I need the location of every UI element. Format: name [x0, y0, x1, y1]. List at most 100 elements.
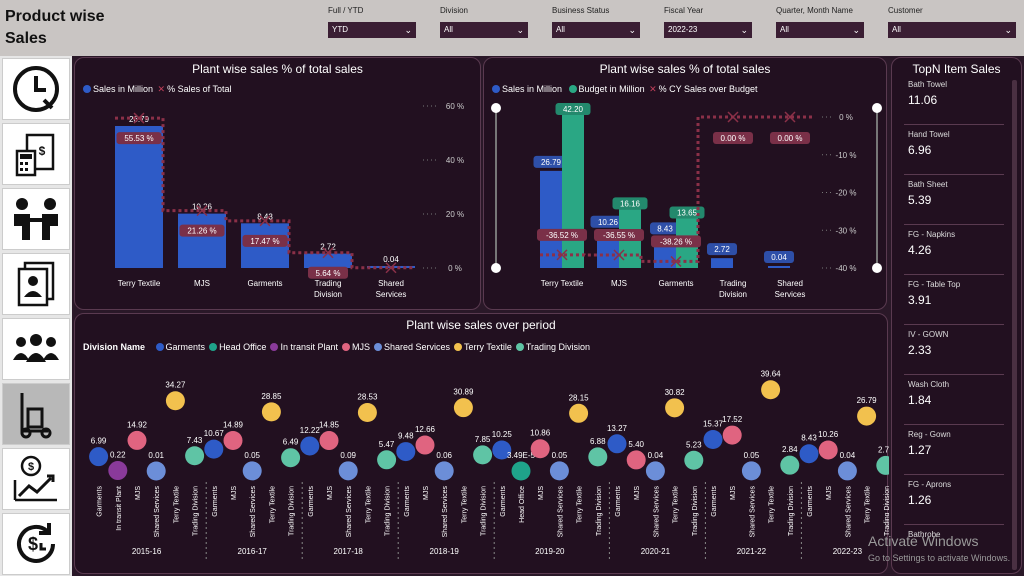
- nav-clock[interactable]: [2, 58, 70, 120]
- nav-employees[interactable]: [2, 253, 70, 315]
- topn-item-name: Hand Towel: [908, 130, 950, 139]
- bar-sales[interactable]: [115, 126, 163, 268]
- chevron-down-icon: ⌄: [516, 22, 524, 38]
- filter-customer-dropdown[interactable]: All ⌄: [888, 22, 1016, 38]
- filter-business-status-dropdown[interactable]: All ⌄: [552, 22, 640, 38]
- scatter-point[interactable]: [339, 461, 358, 480]
- scatter-point[interactable]: [224, 431, 243, 450]
- scatter-point[interactable]: [185, 446, 204, 465]
- left-slider-handle-bottom[interactable]: [491, 263, 501, 273]
- point-value-label: 17.52: [722, 415, 743, 424]
- bar-sales[interactable]: [768, 266, 790, 268]
- topn-scrollbar[interactable]: [1012, 80, 1017, 570]
- nav-invoice[interactable]: $: [2, 123, 70, 185]
- scatter-point[interactable]: [166, 391, 185, 410]
- topn-item-value: 4.26: [908, 243, 955, 257]
- division-tick-label: Trading Division: [193, 486, 200, 536]
- scatter-point[interactable]: [358, 403, 377, 422]
- chevron-down-icon: ⌄: [1004, 22, 1012, 38]
- scatter-point[interactable]: [608, 434, 627, 453]
- nav-handshake[interactable]: [2, 188, 70, 250]
- right-axis-tick: 0 %: [839, 113, 853, 122]
- scatter-point[interactable]: [819, 440, 838, 459]
- scatter-point[interactable]: [262, 402, 281, 421]
- topn-item[interactable]: Wash Cloth 1.84: [908, 380, 949, 407]
- topn-item-name: Wash Cloth: [908, 380, 949, 389]
- scatter-point[interactable]: [646, 461, 665, 480]
- watermark-subtitle: Go to Settings to activate Windows.: [868, 553, 1010, 563]
- nav-sales-growth[interactable]: $: [2, 448, 70, 510]
- scatter-point[interactable]: [531, 439, 550, 458]
- topn-item[interactable]: FG - Aprons 1.26: [908, 480, 951, 507]
- topn-separator: [904, 124, 1004, 125]
- scatter-point[interactable]: [742, 461, 761, 480]
- topn-item[interactable]: Hand Towel 6.96: [908, 130, 950, 157]
- scatter-point[interactable]: [300, 436, 319, 455]
- topn-item[interactable]: Bath Towel 11.06: [908, 80, 947, 107]
- scatter-point[interactable]: [435, 461, 454, 480]
- topn-item[interactable]: FG - Table Top 3.91: [908, 280, 960, 307]
- scatter-point[interactable]: [588, 447, 607, 466]
- right-slider-handle-top[interactable]: [872, 103, 882, 113]
- topn-item[interactable]: IV - GOWN 2.33: [908, 330, 948, 357]
- scatter-point[interactable]: [857, 407, 876, 426]
- scatter-point[interactable]: [128, 431, 147, 450]
- topn-separator: [904, 424, 1004, 425]
- scatter-point[interactable]: [396, 442, 415, 461]
- bar-sales[interactable]: [711, 258, 733, 268]
- right-slider-handle-bottom[interactable]: [872, 263, 882, 273]
- bar-sales[interactable]: [304, 254, 352, 268]
- scatter-point[interactable]: [512, 461, 531, 480]
- scatter-point[interactable]: [416, 436, 435, 455]
- bar-budget[interactable]: [562, 115, 584, 268]
- svg-text:$: $: [39, 144, 46, 158]
- scatter-point[interactable]: [838, 461, 857, 480]
- sales-value-label: 8.43: [657, 224, 673, 233]
- scatter-point[interactable]: [627, 450, 646, 469]
- bar-sales[interactable]: [178, 214, 226, 268]
- scatter-point[interactable]: [665, 398, 684, 417]
- left-slider-handle-top[interactable]: [491, 103, 501, 113]
- scatter-point[interactable]: [780, 456, 799, 475]
- scatter-point[interactable]: [761, 380, 780, 399]
- division-tick-label: MJS: [634, 486, 641, 500]
- nav-team[interactable]: [2, 318, 70, 380]
- scatter-point[interactable]: [550, 461, 569, 480]
- employee-directory-icon: [13, 259, 59, 309]
- nav-payment-cycle[interactable]: $: [2, 513, 70, 575]
- scatter-point[interactable]: [281, 448, 300, 467]
- scatter-point[interactable]: [876, 456, 889, 475]
- scatter-point[interactable]: [108, 461, 127, 480]
- point-value-label: 28.15: [569, 393, 590, 402]
- filter-division: Division All ⌄: [440, 5, 528, 38]
- scatter-point[interactable]: [569, 404, 588, 423]
- filter-fiscal-year-dropdown[interactable]: 2022-23 ⌄: [664, 22, 752, 38]
- division-tick-label: Garments: [404, 486, 411, 517]
- filter-full-ytd-dropdown[interactable]: YTD ⌄: [328, 22, 416, 38]
- scatter-point[interactable]: [243, 461, 262, 480]
- scatter-point[interactable]: [684, 451, 703, 470]
- filter-quarter-month-dropdown[interactable]: All ⌄: [776, 22, 864, 38]
- scatter-point[interactable]: [320, 431, 339, 450]
- scatter-point[interactable]: [89, 447, 108, 466]
- chart-sales-over-period: Plant wise sales over period Division Na…: [74, 313, 888, 574]
- scatter-point[interactable]: [800, 444, 819, 463]
- scatter-point[interactable]: [473, 445, 492, 464]
- scatter-point[interactable]: [377, 450, 396, 469]
- topn-item[interactable]: Bath Sheet 5.39: [908, 180, 948, 207]
- scatter-point[interactable]: [704, 430, 723, 449]
- scatter-point[interactable]: [454, 398, 473, 417]
- scatter-point[interactable]: [147, 461, 166, 480]
- filter-division-dropdown[interactable]: All ⌄: [440, 22, 528, 38]
- division-tick-label: Terry Textile: [365, 486, 372, 523]
- scatter-point[interactable]: [723, 426, 742, 445]
- point-value-label: 28.85: [261, 392, 282, 401]
- topn-item[interactable]: FG - Napkins 4.26: [908, 230, 955, 257]
- point-value-label: 39.64: [761, 370, 782, 379]
- topn-item[interactable]: Reg - Gown 1.27: [908, 430, 951, 457]
- nav-hand-truck[interactable]: [2, 383, 70, 445]
- filter-label: Fiscal Year: [664, 5, 752, 17]
- scatter-point[interactable]: [204, 440, 223, 459]
- point-value-label: 28.53: [357, 393, 378, 402]
- year-label: 2019-20: [535, 547, 565, 556]
